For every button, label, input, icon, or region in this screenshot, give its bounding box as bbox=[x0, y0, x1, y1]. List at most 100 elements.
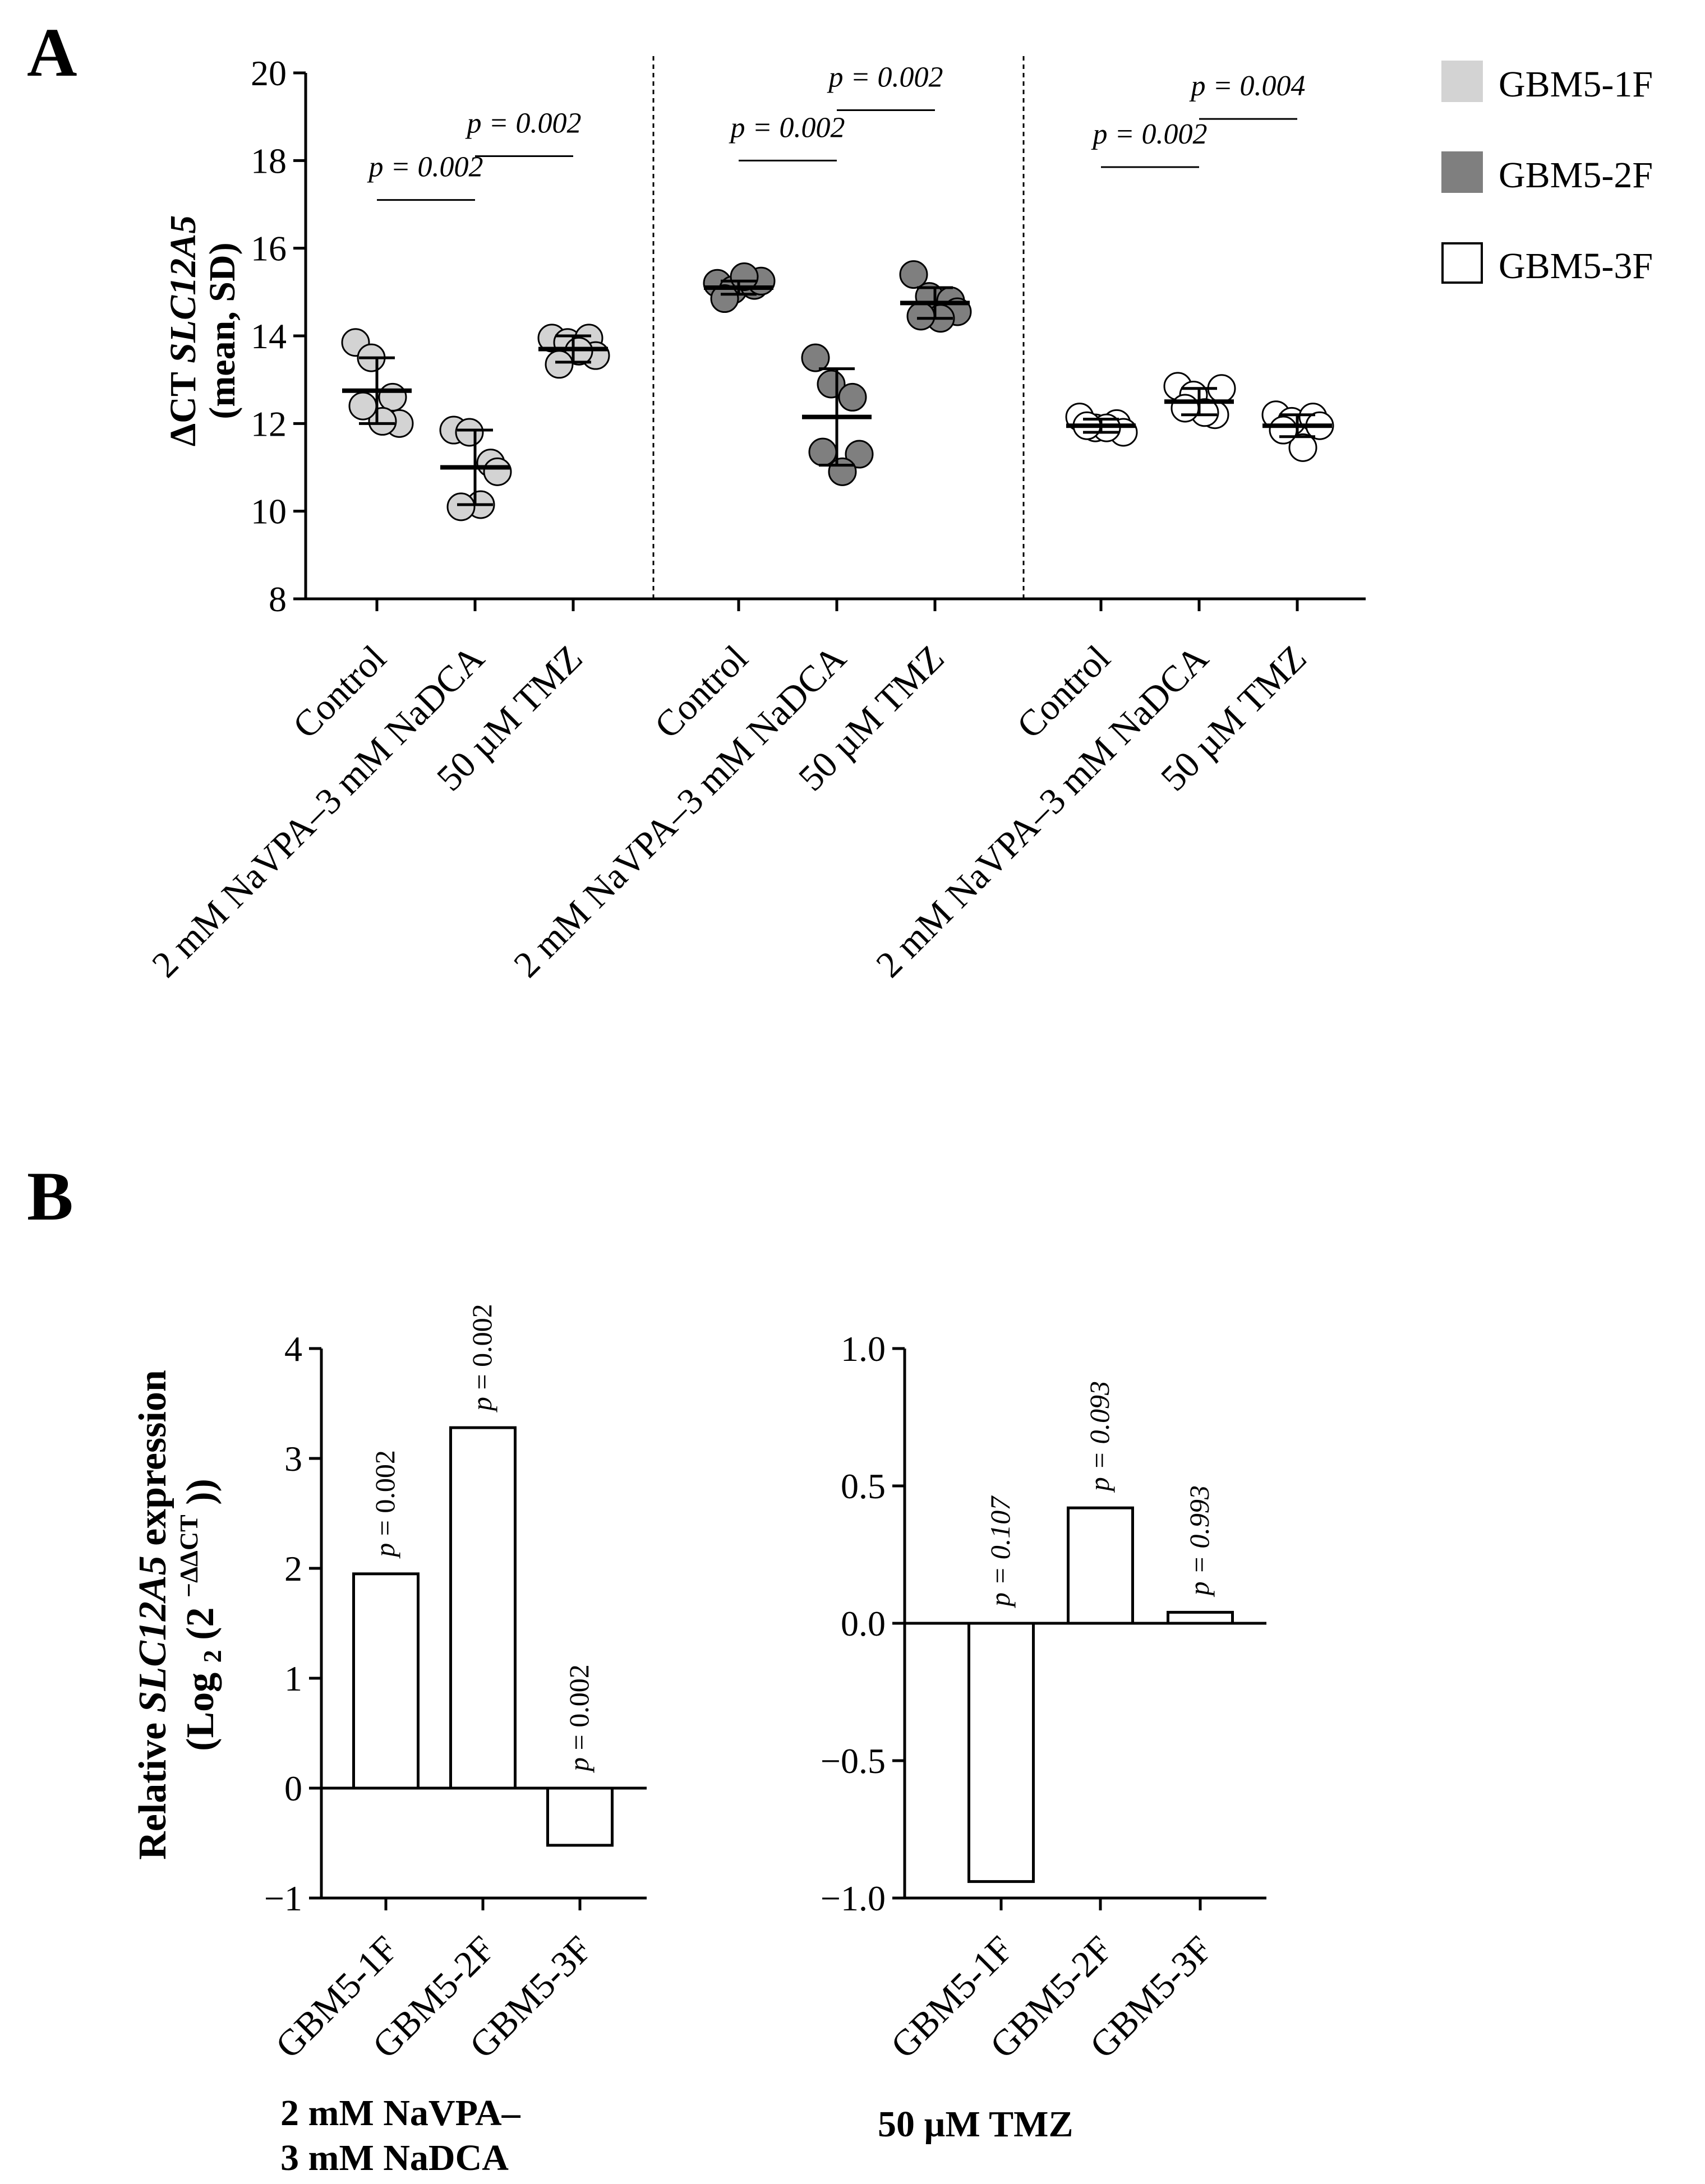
panel-a-x-axis bbox=[306, 597, 1366, 611]
bar bbox=[546, 1786, 614, 1847]
treatment-label-line2: 3 mM NaDCA bbox=[280, 2137, 509, 2178]
data-point bbox=[899, 260, 928, 289]
y-tick-label: 1 bbox=[284, 1659, 302, 1698]
y-tick-label: 18 bbox=[251, 141, 287, 181]
p-value-number: = 0.002 bbox=[563, 1664, 595, 1757]
panel-b-ylabel-expression: expression bbox=[131, 1370, 174, 1546]
data-point bbox=[348, 391, 377, 421]
p-value-symbol: p bbox=[984, 1592, 1016, 1608]
p-value-number: = 0.002 bbox=[369, 1450, 400, 1543]
panel-b: B Relative SLC12A5 expression (Log 2 (2 … bbox=[27, 1158, 1266, 2178]
panel-b-letter: B bbox=[27, 1158, 73, 1235]
panel-a-letter: A bbox=[27, 14, 77, 91]
data-point bbox=[1171, 394, 1200, 423]
panel-b-y-axis-label: Relative SLC12A5 expression bbox=[131, 1370, 174, 1860]
panel-a-y-axis-label-line2: (mean, SD) bbox=[202, 242, 243, 419]
data-point bbox=[545, 350, 574, 379]
y-tick-label: 8 bbox=[269, 579, 287, 619]
p-value-label: p = 0.002 bbox=[369, 1450, 400, 1559]
p-value-symbol: p bbox=[369, 1543, 400, 1559]
panel-b-ylabel-close: )) bbox=[179, 1479, 222, 1505]
p-value-label: p = 0.002 bbox=[1090, 118, 1207, 150]
panel-a-ylabel-gene: SLC12A5 bbox=[163, 215, 204, 363]
data-point bbox=[808, 437, 837, 467]
data-point bbox=[446, 492, 476, 521]
data-point bbox=[378, 382, 407, 412]
legend-label: GBM5-3F bbox=[1499, 246, 1653, 287]
y-tick-label: 4 bbox=[284, 1329, 302, 1369]
data-point bbox=[710, 284, 739, 313]
bar bbox=[1167, 1610, 1234, 1625]
y-tick-label: 0.0 bbox=[841, 1604, 886, 1643]
panel-b-ylabel-gene: SLC12A5 bbox=[131, 1555, 174, 1712]
y-tick-label: −1 bbox=[264, 1878, 302, 1918]
p-value-label: p = 0.002 bbox=[366, 151, 483, 183]
data-point bbox=[1269, 415, 1298, 445]
data-point bbox=[838, 382, 867, 412]
p-value-number: = 0.107 bbox=[984, 1495, 1016, 1592]
y-tick-label: −1.0 bbox=[821, 1878, 886, 1918]
y-tick-label: 0 bbox=[284, 1769, 302, 1808]
y-tick-label: 0.5 bbox=[841, 1466, 886, 1506]
panel-b-ylabel-two: (2 bbox=[179, 1608, 222, 1640]
p-value-number: = 0.002 bbox=[466, 1304, 497, 1397]
panel-a-y-axis-label: ΔCT SLC12A5 bbox=[163, 215, 204, 446]
legend-swatch bbox=[1441, 151, 1483, 193]
p-value-symbol: p bbox=[563, 1757, 595, 1773]
y-tick-label: 1.0 bbox=[841, 1329, 886, 1369]
data-point bbox=[801, 343, 830, 372]
y-tick-label: 2 bbox=[284, 1549, 302, 1589]
data-point bbox=[828, 457, 857, 486]
data-point bbox=[906, 302, 936, 331]
p-value-number: = 0.993 bbox=[1183, 1485, 1215, 1581]
legend-label: GBM5-1F bbox=[1499, 64, 1653, 105]
data-point bbox=[483, 457, 512, 486]
panel-a-group-dividers bbox=[652, 56, 1025, 599]
p-value-label: p = 0.107 bbox=[984, 1495, 1016, 1608]
p-value-label: p = 0.002 bbox=[466, 1304, 497, 1412]
legend-swatch bbox=[1441, 242, 1483, 284]
bar bbox=[967, 1622, 1035, 1883]
p-value-symbol: p bbox=[466, 1397, 497, 1412]
panel-a-significance: p = 0.002 p = 0.002 p = 0.002 p = 0.002 p = … bbox=[366, 61, 1306, 201]
y-tick-label: 20 bbox=[251, 53, 287, 93]
y-tick-label: 12 bbox=[251, 404, 287, 444]
legend: GBM5-1F GBM5-2F GBM5-3F bbox=[1441, 61, 1653, 287]
p-value-symbol: p bbox=[1183, 1581, 1215, 1597]
p-value-label: p = 0.004 bbox=[1188, 70, 1305, 102]
y-tick-label: 14 bbox=[251, 316, 287, 356]
legend-label: GBM5-2F bbox=[1499, 155, 1653, 196]
panel-a-y-axis: 8 10 12 14 16 18 20 bbox=[251, 53, 307, 619]
panel-b-ylabel-relative: Relative bbox=[131, 1723, 174, 1860]
panel-b-y-axis-label-line2: (Log 2 (2 −ΔΔCT )) bbox=[163, 1479, 230, 1751]
legend-swatch bbox=[1441, 61, 1483, 102]
bar bbox=[449, 1426, 517, 1790]
treatment-label: 2 mM NaVPA– bbox=[280, 2093, 521, 2134]
panel-b-ylabel-sup: −ΔΔCT bbox=[174, 1515, 203, 1597]
treatment-label: 50 µM TMZ bbox=[878, 2104, 1073, 2145]
p-value-label: p = 0.002 bbox=[826, 61, 943, 93]
p-value-symbol: p bbox=[1084, 1477, 1115, 1493]
y-tick-label: 10 bbox=[251, 492, 287, 532]
data-point bbox=[1288, 433, 1317, 462]
panel-a-ylabel-delta-ct: ΔCT bbox=[163, 372, 204, 446]
panel-b-ylabel-log: (Log bbox=[179, 1673, 222, 1751]
y-tick-label: −0.5 bbox=[821, 1741, 886, 1781]
p-value-number: = 0.093 bbox=[1084, 1381, 1115, 1477]
p-value-label: p = 0.002 bbox=[464, 108, 581, 140]
data-point bbox=[455, 418, 484, 447]
panel-b-ylabel-log-sub: 2 bbox=[198, 1650, 227, 1663]
p-value-label: p = 0.002 bbox=[728, 112, 845, 144]
panel-a-data-marks bbox=[341, 260, 1334, 521]
p-value-label: p = 0.002 bbox=[563, 1664, 595, 1773]
p-value-label: p = 0.993 bbox=[1183, 1485, 1215, 1597]
p-value-label: p = 0.093 bbox=[1084, 1381, 1115, 1493]
y-tick-label: 3 bbox=[284, 1439, 302, 1479]
y-tick-label: 16 bbox=[251, 229, 287, 269]
bar bbox=[352, 1572, 420, 1790]
